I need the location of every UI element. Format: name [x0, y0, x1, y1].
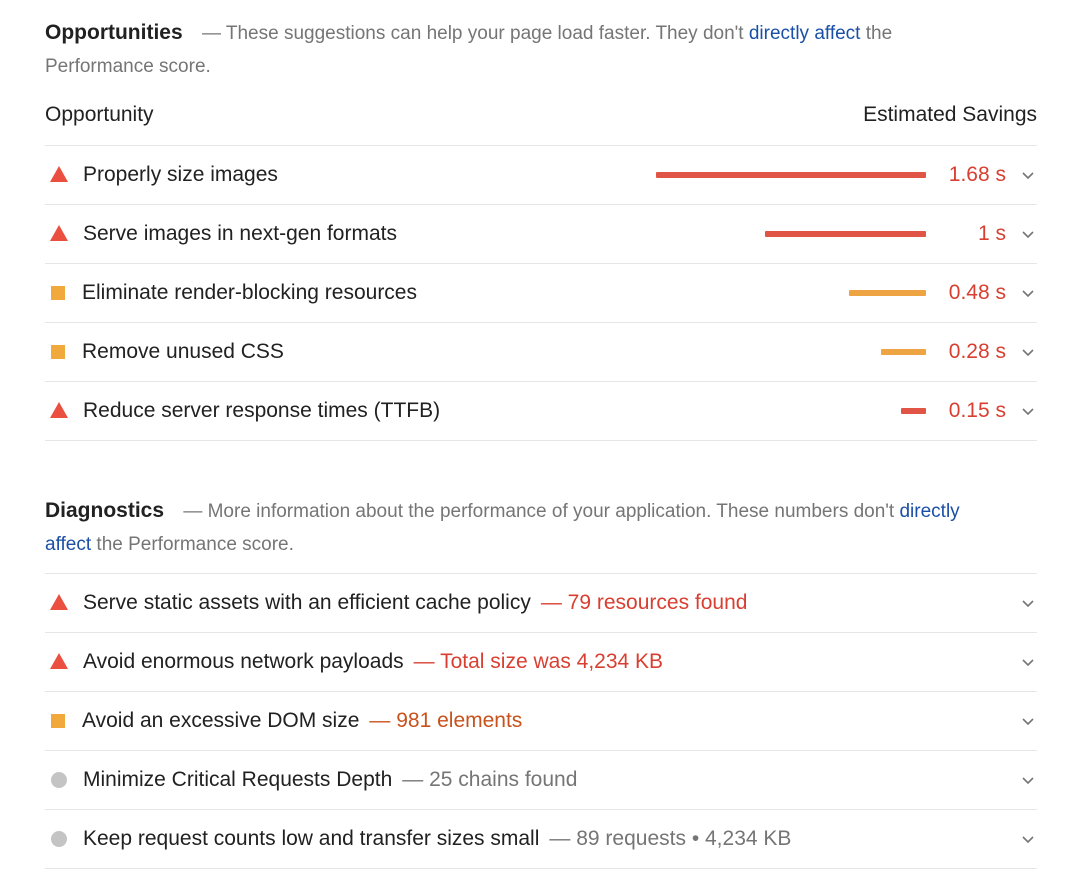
- chevron-down-icon[interactable]: [1021, 227, 1035, 241]
- opportunity-title: Remove unused CSS: [82, 340, 284, 363]
- diagnostic-row[interactable]: Avoid an excessive DOM size — 981 element…: [45, 691, 1037, 750]
- opportunities-directly-affect-link[interactable]: directly affect: [748, 23, 861, 44]
- diagnostic-row[interactable]: Avoid enormous network payloads — Total s…: [45, 632, 1037, 691]
- diagnostics-list: Serve static assets with an efficient ca…: [45, 573, 1037, 869]
- diagnostic-detail: — 25 chains found: [402, 768, 578, 791]
- diagnostic-title: Avoid an excessive DOM size — 981 element…: [82, 692, 522, 749]
- opportunities-title: Opportunities: [45, 21, 183, 44]
- savings-bar: [765, 231, 926, 237]
- estimated-savings-column-label: Estimated Savings: [863, 103, 1037, 126]
- diagnostic-row[interactable]: Minimize Critical Requests Depth — 25 cha…: [45, 750, 1037, 809]
- chevron-down-icon[interactable]: [1021, 168, 1035, 182]
- diagnostic-label: Keep request counts low and transfer siz…: [83, 827, 540, 850]
- opportunity-title: Serve images in next-gen formats: [83, 222, 397, 245]
- chevron-down-icon[interactable]: [1021, 773, 1035, 787]
- average-square-icon: [51, 286, 65, 300]
- opportunity-title: Reduce server response times (TTFB): [83, 399, 441, 422]
- savings-bar: [849, 290, 926, 296]
- chevron-down-icon[interactable]: [1021, 655, 1035, 669]
- opportunity-row[interactable]: Serve images in next-gen formats 1 s: [45, 204, 1037, 263]
- diagnostics-header: Diagnostics — More information about the…: [45, 494, 1005, 561]
- opportunity-title: Properly size images: [83, 163, 278, 186]
- opportunities-description-suffix: the Performance score.: [45, 23, 893, 77]
- diagnostic-title: Minimize Critical Requests Depth — 25 cha…: [83, 751, 577, 808]
- opportunity-row[interactable]: Remove unused CSS 0.28 s: [45, 322, 1037, 381]
- diagnostic-title: Avoid enormous network payloads — Total s…: [83, 633, 663, 690]
- savings-value: 0.48 s: [948, 281, 1006, 304]
- diagnostic-label: Serve static assets with an efficient ca…: [83, 591, 531, 614]
- opportunity-row[interactable]: Reduce server response times (TTFB) 0.15 …: [45, 381, 1037, 441]
- opportunities-description: — These suggestions can help your page l…: [201, 23, 744, 44]
- chevron-down-icon[interactable]: [1021, 596, 1035, 610]
- info-circle-icon: [51, 831, 67, 847]
- chevron-down-icon[interactable]: [1021, 286, 1035, 300]
- opportunity-column-label: Opportunity: [45, 103, 154, 126]
- average-square-icon: [51, 714, 65, 728]
- savings-value: 1.68 s: [948, 163, 1006, 186]
- diagnostic-detail: — 79 resources found: [540, 591, 748, 614]
- average-square-icon: [51, 345, 65, 359]
- savings-bar: [881, 349, 926, 355]
- opportunity-row[interactable]: Eliminate render-blocking resources 0.48 …: [45, 263, 1037, 322]
- diagnostic-title: Keep request counts low and transfer siz…: [83, 810, 791, 867]
- diagnostic-label: Avoid enormous network payloads: [83, 650, 404, 673]
- warning-triangle-icon: [50, 402, 68, 418]
- warning-triangle-icon: [50, 225, 68, 241]
- diagnostics-description-suffix: the Performance score.: [96, 534, 294, 555]
- savings-value: 0.15 s: [948, 399, 1006, 422]
- diagnostic-detail: — 89 requests • 4,234 KB: [549, 827, 792, 850]
- warning-triangle-icon: [50, 594, 68, 610]
- diagnostic-title: Serve static assets with an efficient ca…: [83, 574, 747, 631]
- savings-bar: [901, 408, 926, 414]
- chevron-down-icon[interactable]: [1021, 714, 1035, 728]
- diagnostic-row[interactable]: Serve static assets with an efficient ca…: [45, 573, 1037, 632]
- diagnostic-detail: — 981 elements: [369, 709, 523, 732]
- diagnostic-label: Avoid an excessive DOM size: [82, 709, 360, 732]
- opportunity-row[interactable]: Properly size images 1.68 s: [45, 145, 1037, 204]
- chevron-down-icon[interactable]: [1021, 404, 1035, 418]
- opportunity-title: Eliminate render-blocking resources: [82, 281, 417, 304]
- warning-triangle-icon: [50, 166, 68, 182]
- diagnostic-detail: — Total size was 4,234 KB: [413, 650, 664, 673]
- diagnostic-label: Minimize Critical Requests Depth: [83, 768, 393, 791]
- savings-bar: [656, 172, 926, 178]
- opportunities-list: Properly size images 1.68 s Serve images i…: [45, 145, 1037, 441]
- savings-value: 0.28 s: [948, 340, 1006, 363]
- chevron-down-icon[interactable]: [1021, 345, 1035, 359]
- diagnostics-directly-affect-link[interactable]: directly affect: [45, 501, 960, 555]
- diagnostics-description: — More information about the performance…: [183, 501, 895, 522]
- info-circle-icon: [51, 772, 67, 788]
- savings-value: 1 s: [977, 222, 1006, 245]
- warning-triangle-icon: [50, 653, 68, 669]
- chevron-down-icon[interactable]: [1021, 832, 1035, 846]
- diagnostics-title: Diagnostics: [45, 499, 165, 522]
- opportunities-header: Opportunities — These suggestions can he…: [45, 16, 945, 83]
- diagnostic-row[interactable]: Keep request counts low and transfer siz…: [45, 809, 1037, 869]
- opportunities-column-header: Opportunity Estimated Savings: [45, 103, 1037, 135]
